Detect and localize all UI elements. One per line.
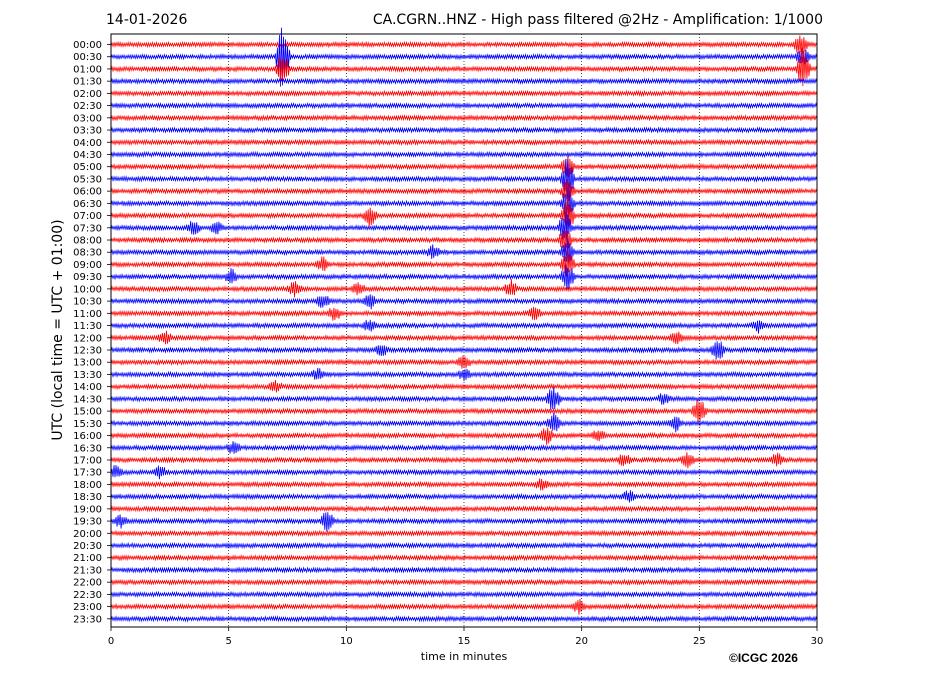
- y-tick-label: 10:00: [73, 284, 102, 295]
- y-tick-label: 12:30: [73, 346, 102, 357]
- y-tick-label: 09:00: [73, 260, 102, 271]
- y-tick-label: 15:30: [73, 419, 102, 430]
- y-tick-label: 16:30: [73, 443, 102, 454]
- trace-1230: [111, 341, 817, 359]
- y-tick-label: 03:00: [73, 113, 102, 124]
- y-tick-label: 06:30: [73, 199, 102, 210]
- trace-0300: [111, 116, 817, 120]
- y-tick-label: 12:00: [73, 333, 102, 344]
- trace-0000: [111, 36, 817, 55]
- y-tick-label: 11:30: [73, 321, 102, 332]
- y-tick-label: 20:30: [73, 541, 102, 552]
- copyright-label: ©ICGC 2026: [729, 651, 798, 665]
- trace-0230: [111, 103, 817, 107]
- y-tick-label: 02:00: [73, 89, 102, 100]
- y-tick-label: 13:00: [73, 358, 102, 369]
- y-tick-label: 11:00: [73, 309, 102, 320]
- y-tick-label: 19:30: [73, 517, 102, 528]
- y-tick-label: 15:00: [73, 407, 102, 418]
- y-tick-label: 16:00: [73, 431, 102, 442]
- x-tick-label: 30: [811, 636, 824, 647]
- y-tick-label: 20:00: [73, 529, 102, 540]
- trace-2330: [111, 617, 817, 621]
- trace-2000: [111, 531, 817, 535]
- x-tick-label: 25: [693, 636, 706, 647]
- y-tick-label: 18:30: [73, 492, 102, 503]
- y-tick-label: 07:00: [73, 211, 102, 222]
- y-tick-label: 00:00: [73, 40, 102, 51]
- x-tick-label: 20: [575, 636, 588, 647]
- y-tick-label: 21:30: [73, 565, 102, 576]
- y-tick-label: 04:30: [73, 150, 102, 161]
- y-tick-label: 14:00: [73, 382, 102, 393]
- y-tick-label: 02:30: [73, 101, 102, 112]
- y-tick-label: 23:30: [73, 614, 102, 625]
- trace-1400: [111, 380, 817, 392]
- y-tick-label: 03:30: [73, 126, 102, 137]
- x-axis-label: time in minutes: [421, 650, 507, 663]
- y-tick-label: 07:30: [73, 223, 102, 234]
- y-tick-label: 06:00: [73, 187, 102, 198]
- trace-1930: [111, 512, 817, 532]
- y-axis-label: UTC (local time = UTC + 01:00): [50, 219, 66, 440]
- x-tick-label: 5: [225, 636, 231, 647]
- y-tick-label: 05:30: [73, 174, 102, 185]
- y-tick-label: 13:30: [73, 370, 102, 381]
- y-tick-label: 05:00: [73, 162, 102, 173]
- y-tick-label: 14:30: [73, 394, 102, 405]
- y-tick-label: 04:00: [73, 138, 102, 149]
- y-tick-label: 19:00: [73, 504, 102, 515]
- trace-1300: [111, 356, 817, 369]
- x-tick-label: 0: [108, 636, 114, 647]
- y-tick-label: 21:00: [73, 553, 102, 564]
- y-tick-label: 22:30: [73, 590, 102, 601]
- x-tick-label: 10: [340, 636, 353, 647]
- x-tick-label: 15: [458, 636, 471, 647]
- trace-1000: [111, 279, 817, 297]
- y-tick-label: 22:00: [73, 578, 102, 589]
- y-tick-label: 23:00: [73, 602, 102, 613]
- y-tick-label: 09:30: [73, 272, 102, 283]
- y-tick-label: 01:30: [73, 77, 102, 88]
- y-tick-label: 17:30: [73, 468, 102, 479]
- y-tick-label: 08:30: [73, 248, 102, 259]
- y-tick-label: 00:30: [73, 52, 102, 63]
- y-tick-label: 08:00: [73, 236, 102, 247]
- y-tick-label: 17:00: [73, 455, 102, 466]
- y-tick-label: 18:00: [73, 480, 102, 491]
- y-tick-label: 10:30: [73, 297, 102, 308]
- y-tick-label: 01:00: [73, 64, 102, 75]
